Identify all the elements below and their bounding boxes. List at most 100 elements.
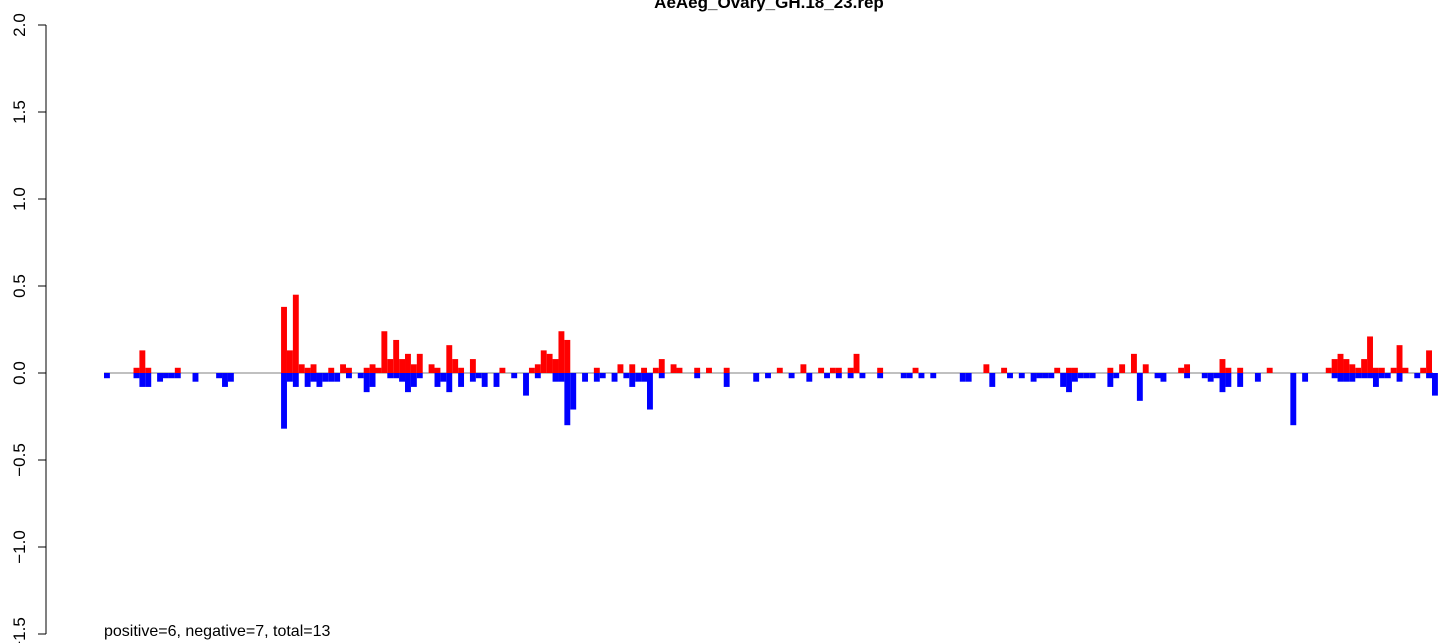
positive-bar	[1325, 367, 1332, 373]
negative-bar	[694, 373, 701, 379]
positive-bar	[286, 350, 293, 373]
negative-bar	[906, 373, 913, 379]
positive-bar	[1225, 367, 1232, 373]
negative-bar	[1367, 373, 1373, 379]
negative-bar	[900, 373, 907, 379]
negative-bar	[334, 373, 341, 382]
positive-bar	[1390, 367, 1397, 373]
negative-bar	[511, 373, 518, 379]
positive-bar	[1107, 367, 1114, 373]
negative-bar	[446, 373, 453, 393]
negative-bar	[1077, 373, 1084, 379]
negative-bar	[1378, 373, 1385, 379]
negative-bar	[552, 373, 559, 382]
negative-bar	[1331, 373, 1338, 379]
negative-bar	[647, 373, 653, 410]
positive-bar	[405, 353, 411, 373]
negative-bar	[481, 373, 488, 387]
negative-bar	[959, 373, 966, 382]
negative-bar	[1201, 373, 1208, 379]
negative-bar	[989, 373, 996, 387]
positive-bar	[133, 367, 140, 373]
positive-bar	[1343, 359, 1350, 373]
positive-bar	[800, 364, 807, 373]
y-tick-label: −1.5	[10, 617, 29, 643]
positive-bar	[387, 359, 394, 373]
positive-bar	[1361, 359, 1368, 373]
negative-bar	[410, 373, 417, 387]
negative-bar	[399, 373, 406, 382]
negative-bar	[357, 373, 364, 379]
negative-bar	[216, 373, 223, 379]
positive-bar	[139, 350, 146, 373]
positive-bar	[1054, 367, 1061, 373]
negative-bar	[558, 373, 565, 382]
negative-bar	[286, 373, 293, 382]
negative-bar	[1030, 373, 1037, 382]
positive-bar	[652, 367, 659, 373]
negative-bar	[765, 373, 771, 379]
y-tick-label: 1.0	[10, 187, 29, 211]
negative-bar	[440, 373, 447, 382]
positive-bar	[446, 345, 453, 373]
negative-bar	[222, 373, 228, 387]
positive-bar	[375, 367, 382, 373]
positive-bar	[877, 367, 884, 373]
positive-bar	[304, 367, 311, 373]
negative-bar	[611, 373, 618, 382]
negative-bar	[1396, 373, 1403, 382]
positive-bar	[1420, 367, 1427, 373]
negative-bar	[139, 373, 146, 387]
negative-bar	[475, 373, 482, 379]
negative-bar	[316, 373, 323, 387]
y-tick-label: 0.5	[10, 274, 29, 298]
negative-bar	[753, 373, 760, 382]
positive-bar	[499, 367, 506, 373]
y-tick-label: −1.0	[10, 530, 29, 564]
positive-bar	[912, 367, 919, 373]
negative-bar	[1384, 373, 1391, 379]
positive-bar	[829, 367, 836, 373]
negative-bar	[163, 373, 169, 379]
negative-bar	[469, 373, 476, 382]
positive-bar	[1367, 336, 1373, 373]
negative-bar	[281, 373, 287, 429]
negative-bar	[1290, 373, 1297, 426]
positive-bar	[328, 367, 335, 373]
positive-bar	[340, 364, 346, 373]
negative-bar	[393, 373, 400, 379]
chart-title: AeAeg_Ovary_GH.18_23.rep	[654, 0, 884, 12]
positive-bar	[1001, 367, 1008, 373]
positive-bar	[1066, 367, 1072, 373]
negative-bar	[593, 373, 600, 382]
negative-bar	[859, 373, 866, 379]
y-tick-label: −0.5	[10, 443, 29, 477]
negative-bar	[1089, 373, 1096, 379]
negative-bar	[1066, 373, 1072, 393]
negative-bar	[145, 373, 152, 387]
positive-bar	[658, 359, 665, 373]
positive-bar	[298, 364, 305, 373]
negative-bar	[434, 373, 441, 387]
positive-bar	[1355, 367, 1362, 373]
positive-bar	[1378, 367, 1385, 373]
negative-bar	[328, 373, 335, 382]
positive-bar	[434, 367, 441, 373]
positive-bar	[853, 353, 860, 373]
positive-bar	[428, 364, 435, 373]
negative-bar	[1036, 373, 1043, 379]
negative-bar	[965, 373, 972, 382]
positive-bar	[540, 350, 547, 373]
negative-bar	[227, 373, 234, 382]
negative-bar	[918, 373, 925, 379]
negative-bar	[1060, 373, 1067, 387]
y-tick-label: 1.5	[10, 100, 29, 124]
negative-bar	[1361, 373, 1368, 379]
negative-bar	[1018, 373, 1025, 379]
negative-bar	[1154, 373, 1161, 379]
positive-bar	[399, 359, 406, 373]
positive-bar	[281, 306, 287, 373]
positive-bar	[1184, 364, 1191, 373]
negative-bar	[629, 373, 636, 387]
